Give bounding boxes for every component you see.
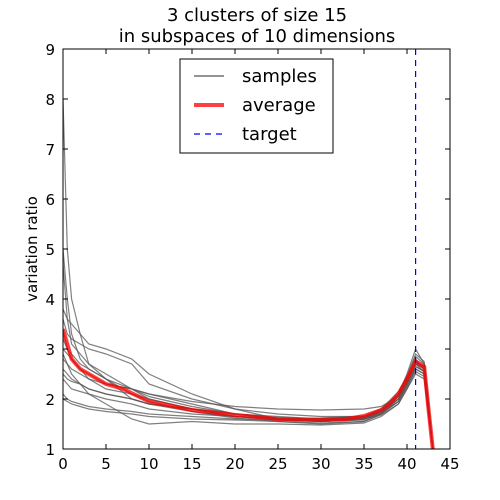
plot-area	[63, 49, 435, 449]
legend-label-samples: samples	[242, 66, 317, 87]
y-axis: 1 2 3 4 5 6 7 8 9	[45, 41, 450, 459]
x-tick-label: 45	[440, 455, 459, 473]
x-tick-label: 40	[397, 455, 416, 473]
sample-line-7	[63, 338, 434, 449]
y-tick-label: 8	[45, 91, 55, 109]
y-tick-label: 7	[45, 141, 55, 159]
x-tick-label: 15	[182, 455, 201, 473]
x-tick-label: 10	[139, 455, 158, 473]
y-tick-label: 1	[45, 441, 55, 459]
sample-line-3	[63, 263, 434, 449]
sample-line-15	[63, 353, 434, 449]
x-tick-label: 25	[268, 455, 287, 473]
y-axis-label: variation ratio	[23, 196, 41, 302]
sample-line-8	[63, 348, 434, 449]
x-tick-label: 30	[311, 455, 330, 473]
x-tick-label: 20	[225, 455, 244, 473]
average-line	[63, 328, 435, 449]
x-axis: 0 5 10 15 20 25 30 35 40 45	[58, 49, 460, 473]
sample-line-9	[63, 358, 434, 449]
sample-line-14	[63, 370, 434, 449]
legend: samples average target	[179, 58, 334, 154]
y-tick-label: 4	[45, 291, 55, 309]
sample-line-10	[63, 360, 434, 449]
y-tick-label: 5	[45, 241, 55, 259]
legend-label-average: average	[242, 95, 316, 116]
legend-label-target: target	[242, 124, 297, 145]
y-tick-label: 9	[45, 41, 55, 59]
chart-title-line-1: 3 clusters of size 15	[167, 5, 347, 26]
chart-title-line-2: in subspaces of 10 dimensions	[119, 26, 396, 47]
y-tick-label: 2	[45, 391, 55, 409]
y-tick-label: 3	[45, 341, 55, 359]
y-tick-label: 6	[45, 191, 55, 209]
sample-line-13	[63, 368, 434, 449]
x-tick-label: 5	[101, 455, 111, 473]
x-tick-label: 35	[354, 455, 373, 473]
sample-line-4	[63, 308, 434, 449]
x-tick-label: 0	[58, 455, 68, 473]
